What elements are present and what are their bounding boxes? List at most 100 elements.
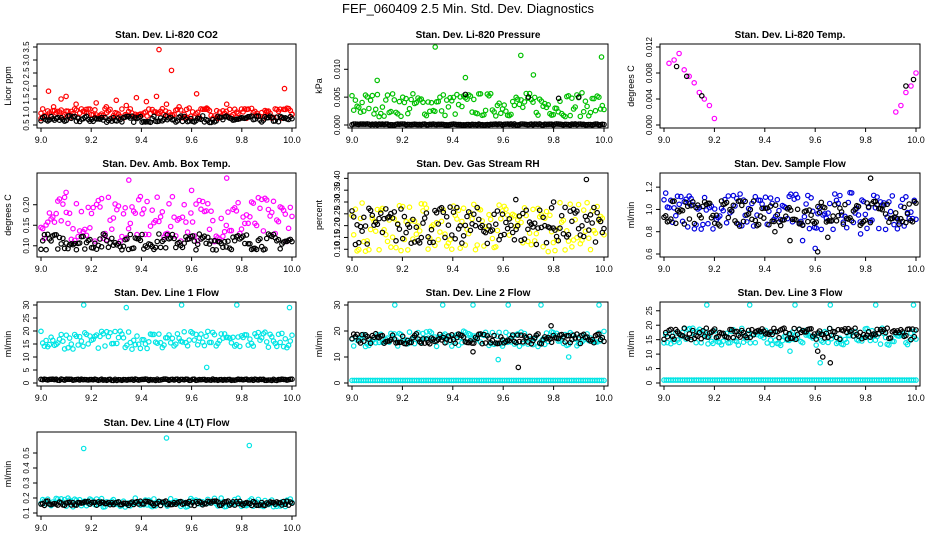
point-4-0-52	[437, 229, 443, 235]
point-6-0-129	[255, 329, 262, 336]
point-4-1-124	[558, 212, 565, 219]
point-6-0-49	[120, 334, 127, 341]
point-6-0-133	[262, 329, 268, 336]
point-7-1-35	[408, 339, 415, 346]
point-8-1-151	[819, 354, 826, 360]
point-5-1-6	[671, 198, 677, 204]
point-3-0-24	[78, 208, 85, 215]
point-3-1-25	[80, 233, 86, 240]
x-tick-label-3-3: 9.6	[185, 264, 198, 274]
point-3-0-19	[70, 225, 76, 232]
point-3-1-93	[194, 241, 201, 248]
point-2-1-2	[698, 93, 705, 99]
point-5-1-15	[686, 216, 693, 222]
point-8-0-260	[703, 302, 710, 308]
point-0-0-166	[168, 67, 175, 74]
point-4-0-120	[552, 247, 558, 254]
point-4-1-31	[401, 213, 408, 220]
point-5-0-127	[875, 225, 882, 232]
y-tick-label-6-4: 20	[22, 326, 31, 335]
point-0-0-164	[156, 46, 162, 53]
point-3-0-148	[287, 204, 294, 211]
point-5-0-101	[831, 191, 838, 197]
point-6-0-55	[130, 337, 137, 344]
x-tick-label-8-5: 10.0	[907, 393, 925, 403]
point-8-1-64	[769, 331, 776, 338]
y-tick-label-9-1: 0.2	[22, 492, 31, 504]
point-4-0-18	[379, 205, 386, 212]
point-7-1-99	[516, 338, 523, 345]
point-0-0-158	[103, 104, 110, 110]
point-8-1-90	[813, 336, 820, 342]
point-4-0-139	[584, 199, 590, 206]
point-3-0-28	[85, 204, 92, 211]
point-7-1-128	[565, 332, 572, 339]
y-tick-label-8-0: 0	[645, 380, 654, 385]
point-1-0-139	[584, 103, 590, 110]
point-5-1-40	[728, 208, 735, 214]
y-tick-label-3-1: 0.15	[22, 217, 31, 233]
point-5-0-135	[889, 193, 896, 199]
point-8-1-152	[814, 348, 821, 355]
y-tick-label-4-6: 0.40	[333, 170, 342, 186]
point-5-0-104	[837, 192, 843, 199]
point-1-0-130	[569, 95, 575, 102]
point-6-1-149	[289, 376, 295, 383]
point-8-1-38	[725, 334, 732, 341]
point-5-1-84	[803, 208, 809, 214]
point-1-0-90	[501, 102, 508, 108]
point-3-0-32	[92, 238, 98, 244]
point-1-0-102	[521, 99, 528, 105]
point-4-1-62	[454, 204, 460, 211]
point-4-0-87	[496, 202, 502, 208]
point-4-0-113	[540, 243, 546, 250]
point-1-0-87	[496, 100, 502, 107]
y-tick-label-6-1: 5	[22, 367, 31, 372]
point-1-0-152	[598, 54, 605, 60]
point-8-0-122	[867, 337, 874, 344]
point-1-0-110	[535, 112, 541, 118]
point-8-1-131	[882, 329, 889, 336]
point-6-0-7	[49, 337, 56, 344]
point-3-0-62	[142, 231, 149, 238]
point-3-1-122	[243, 232, 250, 238]
point-1-0-53	[438, 108, 445, 114]
point-1-0-119	[550, 111, 557, 118]
point-5-1-101	[831, 202, 838, 208]
point-6-0-81	[174, 330, 181, 337]
point-1-0-126	[562, 113, 568, 120]
y-tick-label-3-0: 0.10	[22, 237, 31, 253]
point-4-1-44	[423, 210, 430, 216]
point-3-1-0	[38, 246, 44, 253]
point-5-1-47	[740, 218, 747, 225]
point-2-0-4	[686, 73, 693, 80]
point-1-0-136	[579, 90, 585, 96]
point-4-1-6	[359, 228, 365, 235]
point-3-0-26	[82, 226, 88, 233]
point-6-0-0	[38, 328, 44, 335]
point-4-0-93	[506, 232, 513, 239]
y-tick-label-2-0: 0.000	[645, 114, 654, 135]
point-6-0-85	[181, 328, 188, 335]
point-0-1-140	[273, 114, 280, 121]
point-4-1-40	[416, 240, 423, 246]
point-5-1-48	[742, 198, 749, 205]
point-5-1-144	[904, 211, 911, 217]
point-1-1-152	[555, 95, 562, 102]
point-1-0-82	[487, 90, 494, 97]
point-6-0-77	[167, 339, 174, 346]
point-3-0-65	[147, 223, 154, 230]
point-6-0-51	[124, 342, 130, 349]
point-5-0-90	[813, 225, 820, 231]
point-7-1-61	[452, 340, 459, 347]
point-8-0-90	[813, 342, 820, 348]
point-3-1-2	[41, 231, 48, 238]
x-tick-label-6-3: 9.6	[185, 393, 198, 403]
point-1-0-98	[514, 96, 521, 103]
point-0-0-1	[39, 106, 46, 112]
point-7-1-110	[535, 331, 541, 337]
point-8-0-262	[792, 302, 798, 308]
point-7-1-58	[447, 337, 453, 344]
y-tick-label-8-5: 25	[645, 306, 654, 315]
point-4-1-8	[362, 223, 369, 229]
